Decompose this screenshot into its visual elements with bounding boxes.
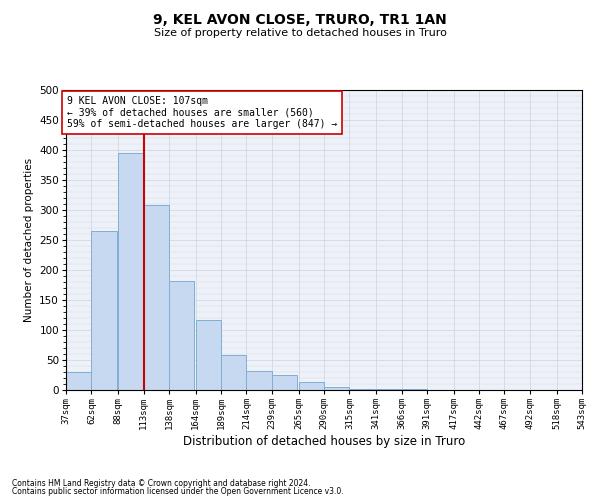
Bar [143,205,169,390]
Text: Contains public sector information licensed under the Open Government Licence v3: Contains public sector information licen… [12,487,344,496]
Text: 9 KEL AVON CLOSE: 107sqm
← 39% of detached houses are smaller (560)
59% of semi-: 9 KEL AVON CLOSE: 107sqm ← 39% of detach… [67,96,337,129]
Bar [272,375,298,390]
Bar [349,389,375,390]
Bar [247,371,272,390]
Bar [221,355,247,390]
Bar [91,231,117,390]
Bar [196,320,221,390]
Text: Size of property relative to detached houses in Truro: Size of property relative to detached ho… [154,28,446,38]
Bar [169,282,194,390]
Text: Contains HM Land Registry data © Crown copyright and database right 2024.: Contains HM Land Registry data © Crown c… [12,478,311,488]
Y-axis label: Number of detached properties: Number of detached properties [24,158,34,322]
Bar [299,382,324,390]
Bar [118,153,143,390]
Text: 9, KEL AVON CLOSE, TRURO, TR1 1AN: 9, KEL AVON CLOSE, TRURO, TR1 1AN [153,12,447,26]
Bar [324,387,349,390]
X-axis label: Distribution of detached houses by size in Truro: Distribution of detached houses by size … [183,434,465,448]
Bar [66,372,91,390]
